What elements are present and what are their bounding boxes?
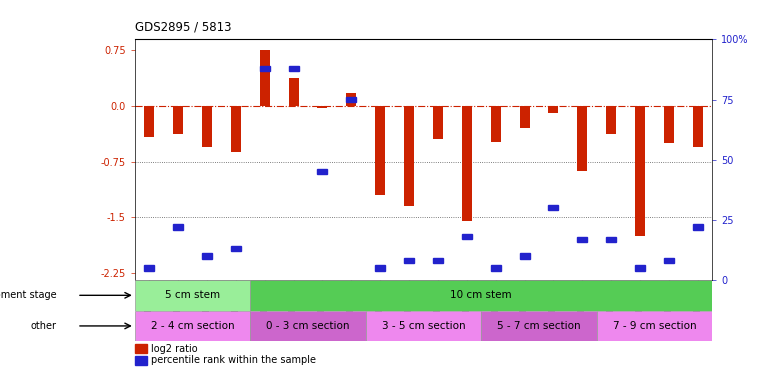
Bar — [664, 106, 674, 143]
Bar — [231, 246, 241, 251]
Bar — [250, 280, 712, 310]
Text: 7 - 9 cm section: 7 - 9 cm section — [613, 321, 696, 331]
Bar — [135, 356, 148, 365]
Text: 5 - 7 cm section: 5 - 7 cm section — [497, 321, 581, 331]
Bar — [317, 106, 327, 108]
Bar — [520, 254, 530, 258]
Bar — [259, 66, 270, 71]
Bar — [635, 266, 645, 270]
Bar — [135, 344, 148, 353]
Bar — [490, 266, 500, 270]
Bar — [693, 106, 703, 147]
Bar — [346, 93, 357, 106]
Bar — [433, 106, 443, 140]
Bar — [289, 66, 299, 71]
Bar — [259, 51, 270, 106]
Bar — [135, 310, 250, 341]
Text: other: other — [31, 321, 57, 331]
Bar — [202, 254, 212, 258]
Text: log2 ratio: log2 ratio — [151, 344, 198, 354]
Bar — [173, 225, 183, 230]
Bar — [481, 310, 597, 341]
Bar — [490, 106, 500, 141]
Bar — [144, 106, 154, 137]
Bar — [578, 237, 588, 242]
Text: 0 - 3 cm section: 0 - 3 cm section — [266, 321, 350, 331]
Bar — [578, 106, 588, 171]
Bar — [231, 106, 241, 152]
Bar — [250, 310, 366, 341]
Bar — [375, 106, 385, 195]
Bar — [462, 106, 472, 221]
Bar — [144, 266, 154, 270]
Text: 5 cm stem: 5 cm stem — [165, 290, 220, 300]
Bar — [635, 106, 645, 236]
Bar — [404, 258, 414, 263]
Bar — [433, 258, 443, 263]
Text: development stage: development stage — [0, 290, 57, 300]
Bar — [135, 280, 250, 310]
Text: 10 cm stem: 10 cm stem — [450, 290, 512, 300]
Bar — [346, 97, 357, 102]
Bar — [520, 106, 530, 128]
Bar — [462, 234, 472, 239]
Bar — [548, 205, 558, 210]
Bar — [597, 310, 712, 341]
Text: percentile rank within the sample: percentile rank within the sample — [151, 355, 316, 365]
Bar — [317, 169, 327, 174]
Bar — [375, 266, 385, 270]
Bar — [606, 106, 616, 134]
Bar — [404, 106, 414, 206]
Bar — [664, 258, 674, 263]
Bar — [289, 78, 299, 106]
Bar — [548, 106, 558, 113]
Bar — [202, 106, 212, 147]
Text: 2 - 4 cm section: 2 - 4 cm section — [151, 321, 234, 331]
Bar — [693, 225, 703, 230]
Bar — [606, 237, 616, 242]
Bar — [173, 106, 183, 134]
Text: GDS2895 / 5813: GDS2895 / 5813 — [135, 21, 231, 34]
Bar — [366, 310, 481, 341]
Text: 3 - 5 cm section: 3 - 5 cm section — [382, 321, 465, 331]
